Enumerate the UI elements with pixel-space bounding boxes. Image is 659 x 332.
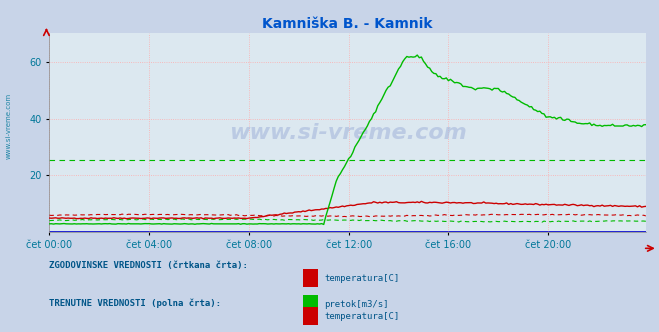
- Title: Kamniška B. - Kamnik: Kamniška B. - Kamnik: [262, 17, 433, 31]
- Text: pretok[m3/s]: pretok[m3/s]: [324, 300, 389, 309]
- Text: temperatura[C]: temperatura[C]: [324, 312, 399, 321]
- Text: ZGODOVINSKE VREDNOSTI (črtkana črta):: ZGODOVINSKE VREDNOSTI (črtkana črta):: [49, 261, 248, 270]
- Text: temperatura[C]: temperatura[C]: [324, 274, 399, 283]
- Text: www.si-vreme.com: www.si-vreme.com: [229, 123, 467, 143]
- Text: TRENUTNE VREDNOSTI (polna črta):: TRENUTNE VREDNOSTI (polna črta):: [49, 299, 221, 308]
- Text: www.si-vreme.com: www.si-vreme.com: [5, 93, 11, 159]
